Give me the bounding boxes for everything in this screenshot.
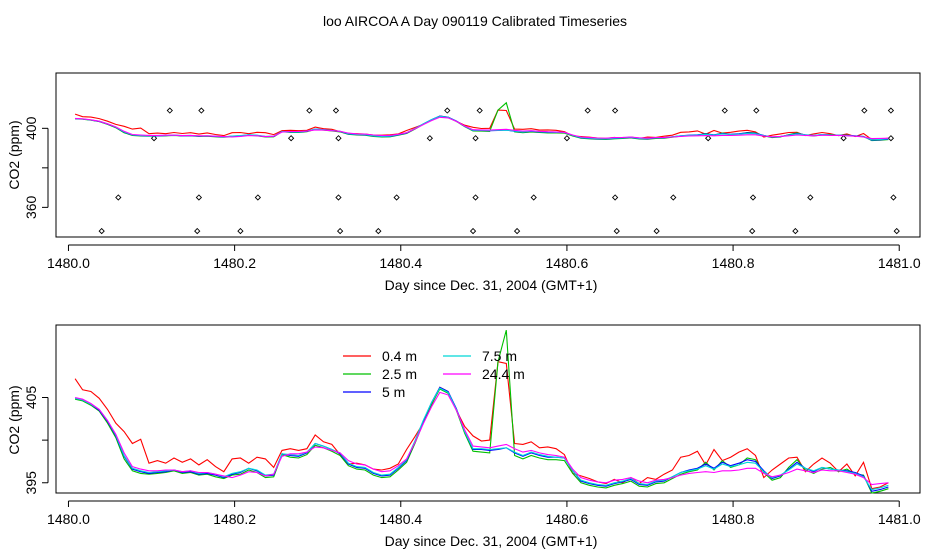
bottom-panel-series-line — [74, 329, 889, 494]
legend-label: 2.5 m — [382, 366, 417, 382]
top-panel-diamond-marker — [887, 135, 895, 142]
legend-label: 7.5 m — [482, 348, 517, 364]
legend-label: 5 m — [382, 384, 405, 400]
top-panel-diamond-marker — [195, 194, 203, 201]
top-panel-diamond-marker — [721, 107, 728, 114]
top-panel-diamond-marker — [150, 135, 158, 142]
top-panel-diamond-marker — [749, 194, 757, 201]
top-panel-diamond-marker — [563, 135, 571, 142]
top-panel-diamond-marker — [335, 194, 342, 201]
top-panel-diamond-marker — [807, 194, 814, 201]
top-panel-x-axis-label: Day since Dec. 31, 2004 (GMT+1) — [385, 277, 598, 293]
top-panel-diamond-marker — [336, 227, 344, 235]
top-panel-x-tick-label: 1480.2 — [213, 255, 256, 271]
bottom-panel-y-tick-label: 405 — [23, 386, 39, 410]
bottom-panel-series-line — [74, 361, 889, 490]
top-panel-series-line — [75, 101, 889, 142]
bottom-panel-y-tick-label: 395 — [23, 471, 39, 495]
bottom-panel-series-line — [74, 391, 889, 486]
bottom-panel-x-tick-label: 1481.0 — [878, 511, 921, 527]
bottom-panel-frame — [55, 324, 921, 494]
top-panel-series-line — [75, 116, 889, 140]
top-panel-diamond-marker — [426, 135, 433, 142]
top-panel-diamond-marker — [98, 227, 105, 235]
top-panel-diamond-marker — [893, 227, 900, 235]
top-panel-diamond-marker — [611, 194, 619, 201]
top-panel-diamond-marker — [792, 227, 799, 235]
top-panel-y-tick-label: 400 — [23, 116, 39, 140]
top-panel-diamond-marker — [375, 227, 382, 235]
top-panel-diamond-marker — [887, 107, 895, 114]
top-panel-diamond-marker — [393, 194, 400, 201]
top-panel-diamond-marker — [472, 194, 479, 201]
top-panel-diamond-marker — [513, 227, 521, 235]
top-panel-diamond-marker — [753, 107, 760, 114]
legend-label: 24.4 m — [482, 366, 525, 382]
top-panel-diamond-marker — [861, 107, 868, 114]
top-panel-diamond-marker — [198, 107, 205, 114]
top-panel-ticks: 1480.0 1480.2 1480.4 1480.6 1480.8 1481.0 360 4… — [23, 116, 921, 271]
top-panel-diamond-marker — [890, 194, 897, 201]
top-panel-diamond-marker — [287, 135, 295, 142]
bottom-panel-x-tick-label: 1480.0 — [47, 511, 90, 527]
bottom-panel-y-axis-label: CO2 (ppm) — [6, 385, 22, 454]
legend-label: 0.4 m — [382, 348, 417, 364]
top-panel-diamond-marker — [335, 135, 342, 142]
top-panel-diamond-marker — [332, 107, 340, 114]
bottom-panel-legend: 0.4 m 2.5 m 5 m 7.5 m 24.4 m — [343, 348, 525, 400]
top-panel-series-lines — [74, 101, 889, 142]
bottom-panel-ticks: 1480.0 1480.2 1480.4 1480.6 1480.8 1481.0 395 4… — [23, 386, 921, 527]
bottom-panel: Day since Dec. 31, 2004 (GMT+1) CO2 (ppm… — [6, 324, 921, 549]
top-panel-diamond-marker — [840, 135, 847, 142]
top-panel-diamond-marker — [166, 107, 173, 114]
bottom-panel-x-axis-label: Day since Dec. 31, 2004 (GMT+1) — [385, 533, 598, 549]
top-panel-x-tick-label: 1480.6 — [546, 255, 589, 271]
bottom-panel-x-tick-label: 1480.6 — [546, 511, 589, 527]
top-panel: Day since Dec. 31, 2004 (GMT+1) CO2 (ppm… — [6, 72, 921, 293]
top-panel-diamond-marker — [749, 227, 756, 235]
top-panel-x-tick-label: 1480.4 — [379, 255, 422, 271]
top-panel-diamond-marker — [472, 135, 479, 142]
top-panel-y-tick-label: 360 — [23, 195, 39, 219]
figure-title: loo AIRCOA A Day 090119 Calibrated Times… — [323, 13, 627, 29]
top-panel-diamond-marker — [584, 107, 591, 114]
top-panel-x-tick-label: 1480.8 — [712, 255, 755, 271]
top-panel-diamond-marker — [653, 227, 660, 235]
top-panel-diamond-marker — [613, 227, 620, 235]
top-panel-diamond-marker — [611, 107, 619, 114]
top-panel-diamond-marker — [254, 194, 262, 201]
top-panel-diamond-marker — [237, 227, 244, 235]
bottom-panel-x-tick-label: 1480.2 — [213, 511, 256, 527]
top-panel-markers — [98, 107, 900, 235]
top-panel-diamond-marker — [705, 135, 712, 142]
top-panel-x-tick-label: 1480.0 — [47, 255, 90, 271]
bottom-panel-series-lines — [74, 329, 889, 494]
top-panel-diamond-marker — [194, 227, 201, 235]
bottom-panel-x-tick-label: 1480.8 — [712, 511, 755, 527]
top-panel-diamond-marker — [476, 107, 483, 114]
bottom-panel-x-tick-label: 1480.4 — [379, 511, 422, 527]
top-panel-diamond-marker — [469, 227, 477, 235]
top-panel-diamond-marker — [670, 194, 677, 201]
top-panel-diamond-marker — [306, 107, 313, 114]
top-panel-frame — [55, 72, 921, 238]
top-panel-diamond-marker — [530, 194, 537, 201]
top-panel-diamond-marker — [115, 194, 122, 201]
top-panel-x-tick-label: 1481.0 — [878, 255, 921, 271]
bottom-panel-series-line — [74, 386, 889, 492]
top-panel-series-line — [74, 109, 889, 141]
top-panel-diamond-marker — [444, 107, 451, 114]
top-panel-y-axis-label: CO2 (ppm) — [6, 120, 22, 189]
